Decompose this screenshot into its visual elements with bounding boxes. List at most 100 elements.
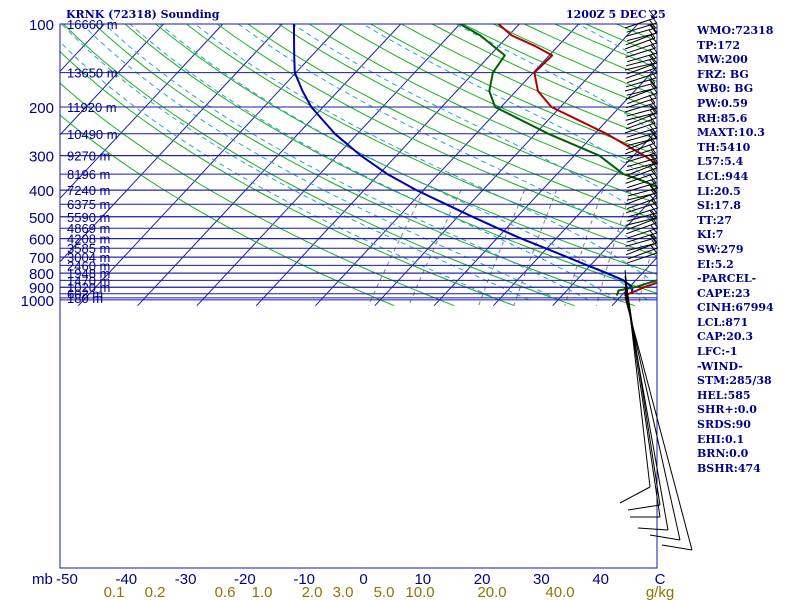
dry-adiabat [60,114,395,307]
height-label: 180 m [67,291,103,306]
mixing-ratio-label: 1.0 [252,584,273,600]
index-line: CINH:67994 [697,301,774,315]
wind-barb-flag [648,9,656,19]
moist-adiabat [159,24,648,301]
wind-barb-staff [626,252,657,264]
wind-barb-flag [649,534,681,541]
wind-barb-staff [625,57,657,67]
dry-adiabat [524,24,657,82]
wind-barb-staff [626,107,657,117]
index-line: EHI:0.1 [697,432,745,446]
index-line: WB0: BG [697,82,754,96]
wind-barb-flag [649,144,656,154]
index-line: TT:27 [697,213,732,227]
index-line: CAP:20.3 [697,330,754,344]
wind-barb-staff [626,232,657,243]
time-label: 1200Z 5 DEC 25 [566,8,666,21]
wind-barb-staff [627,247,658,260]
isotherm-line [315,24,579,307]
wind-barb-staff [626,42,657,54]
dry-adiabat [247,24,657,221]
mixing-ratio-label: 3.0 [333,584,354,600]
wind-barb-flag [649,109,657,119]
dry-adiabat [493,24,657,96]
mixing-ratio-label: g/kg [646,584,674,600]
dry-adiabat [155,24,657,275]
pressure-tick-label: 1000 [21,293,54,310]
pressure-tick-label: 200 [29,100,54,117]
wind-barb-flag [627,504,661,511]
height-label: 1020 m [67,280,110,295]
station-title: KRNK (72318) Sounding [66,8,220,21]
index-line: BSHR:474 [697,461,761,475]
index-line: MW:200 [697,53,748,67]
pressure-tick-label: 500 [29,210,54,227]
index-line: TH:5410 [697,140,751,154]
wind-barb-staff [626,127,657,138]
wind-barb-flag [650,209,658,219]
mixing-ratio-label: 40.0 [545,584,574,600]
wind-barb-flag [650,204,658,214]
wind-barb-flag [650,44,658,54]
wind-barb-staff [626,147,657,159]
temperature-tick-label: -10 [293,571,315,588]
wind-barb-staff [625,192,656,205]
indices-panel: WMO:72318 TP:172 MW:200 FRZ: BG WB0: BG PW:0.… [697,24,800,476]
height-label: 4208 m [67,232,110,247]
pressure-tick-label: 100 [29,17,54,34]
wind-barb-staff [625,27,656,37]
wind-barb-staff [625,152,656,163]
wind-barb-staff [625,67,656,79]
wind-barb-flag [648,114,656,124]
temperature-tick-label: -30 [175,571,197,588]
height-label: 16660 m [67,17,118,32]
wind-barb-staff [625,162,657,172]
height-label: 13650 m [67,66,118,81]
wind-barb-staff [627,92,658,105]
wind-barb-flag [650,54,658,64]
index-line: -WIND- [697,359,743,373]
height-label: 10490 m [67,127,118,142]
wind-barb-flag [649,234,657,244]
isotherm-line [493,129,657,307]
temperature-trace [497,24,657,297]
wind-barb-staff [627,207,658,218]
index-line: LCL:944 [697,169,749,183]
height-label: 3585 m [67,241,110,256]
dry-adiabat [339,24,657,172]
isotherm-line [60,24,224,200]
wind-barb-flag [648,94,656,104]
index-line: WMO:72318 [697,24,774,37]
wind-barb-flag [637,527,669,531]
wind-barb-staff [627,112,658,126]
wind-barb-flag [650,24,658,34]
wind-barb-flag [649,104,656,114]
moist-adiabat [238,24,657,259]
wind-barb-flag [650,189,658,199]
mixing-ratio-label: 0.6 [215,584,236,600]
index-line: TP:172 [697,38,741,52]
mixing-ratio-line [637,229,657,306]
index-line: SHR+:0.0 [697,403,757,417]
height-label: 4869 m [67,221,110,236]
dry-adiabat [63,24,575,307]
wind-barb-staff [626,22,657,33]
dry-adiabat [186,24,657,257]
index-line: LI:20.5 [697,184,741,198]
wind-barb-staff [624,292,681,541]
index-line: STM:285/38 [697,374,772,388]
temperature-tick-label: C [655,571,666,588]
dry-adiabat [60,50,515,307]
dry-adiabat [431,24,657,126]
wind-barb-flag [649,24,657,34]
wind-barb-flag [648,29,656,39]
isotherm-line [552,193,657,307]
wind-barb-flag [650,99,658,109]
wind-barb-flag [650,169,658,179]
wind-barb-flag [650,84,658,94]
wind-barb-flag [649,209,656,219]
index-line: RH:85.6 [697,111,748,125]
wind-barb-flag [650,79,658,89]
wind-barb-staff [625,77,657,88]
wind-barb-staff [625,182,657,193]
